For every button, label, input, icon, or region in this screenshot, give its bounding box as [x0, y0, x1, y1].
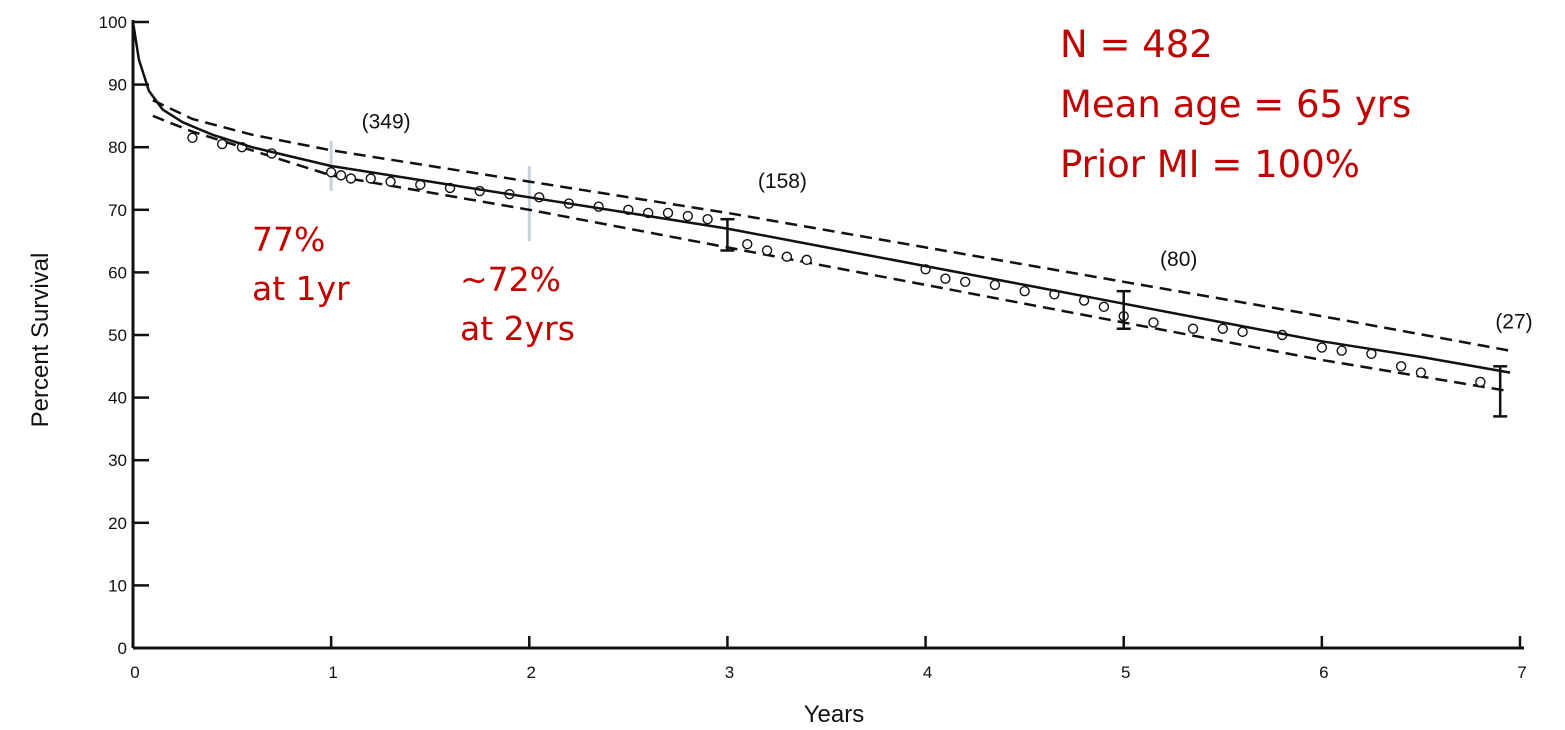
y-tick-label: 30: [108, 451, 127, 470]
x-tick-label: 6: [1319, 663, 1328, 682]
observed-point: [1237, 326, 1248, 338]
error-bar: [720, 217, 735, 252]
observed-point: [1148, 317, 1159, 328]
x-axis-title: Years: [804, 701, 865, 728]
observed-point: [1475, 376, 1486, 388]
observed-point: [345, 173, 357, 184]
observed-point: [335, 170, 347, 181]
y-tick-label: 50: [108, 326, 127, 345]
stats-line-n: N = 482: [1060, 23, 1213, 66]
observed-point: [325, 167, 337, 178]
observed-point: [682, 210, 693, 222]
observed-point: [1415, 367, 1427, 378]
observed-point: [1019, 285, 1030, 297]
observed-point: [761, 245, 773, 256]
annotation-1yr-time: at 1yr: [252, 269, 350, 308]
y-tick-label: 20: [108, 514, 127, 533]
x-tick-label: 5: [1121, 663, 1130, 682]
axes: 0 10 20 30 40 50 60 70 80 90 100 0 1 2 3 4 5 6 7: [99, 13, 1527, 682]
observed-point: [187, 132, 198, 144]
error-bar: [1116, 289, 1131, 330]
survival-curve: [131, 21, 1511, 374]
observed-point: [781, 251, 793, 262]
x-tick-label: 3: [725, 663, 734, 682]
annotation-1yr-value: 77%: [252, 220, 325, 259]
x-tick-label: 7: [1517, 663, 1526, 682]
y-tick-label: 10: [108, 576, 127, 595]
error-bars: [720, 217, 1508, 418]
x-tick-label: 0: [130, 663, 139, 682]
error-bar: [1493, 365, 1508, 418]
stats-block: N = 482 Mean age = 65 yrs Prior MI = 100…: [1060, 23, 1411, 186]
observed-point: [940, 273, 951, 284]
annotation-1yr: 77% at 1yr: [252, 220, 350, 308]
annotation-2yr: ~72% at 2yrs: [460, 260, 575, 348]
observed-point: [960, 276, 971, 287]
x-tick-label: 4: [923, 663, 932, 682]
y-tick-label: 0: [118, 639, 127, 658]
observed-point: [1336, 345, 1347, 356]
confidence-band-lines: [152, 99, 1511, 393]
observed-point: [801, 254, 812, 266]
observed-point: [1395, 361, 1407, 372]
observed-point: [702, 213, 713, 225]
y-tick-label: 70: [108, 201, 127, 220]
observed-point: [385, 176, 396, 187]
annotation-2yr-time: at 2yrs: [460, 309, 575, 348]
at-risk-label: (158): [758, 170, 807, 193]
observed-point: [1098, 301, 1110, 313]
x-tick-label: 1: [328, 663, 337, 682]
x-tick-label: 2: [527, 663, 536, 682]
chart-labels: (349) (158) (80) (27): [362, 110, 1533, 333]
observed-point: [1187, 323, 1199, 334]
y-tick-label: 90: [108, 76, 127, 95]
upper-confidence-line: [152, 99, 1511, 352]
observed-point: [365, 173, 376, 184]
y-tick-label: 60: [108, 263, 127, 282]
at-risk-label: (349): [362, 110, 411, 133]
y-tick-label: 40: [108, 389, 127, 408]
stats-line-mean-age: Mean age = 65 yrs: [1060, 83, 1411, 126]
y-axis-title: Percent Survival: [27, 253, 54, 428]
at-risk-label: (27): [1495, 311, 1532, 334]
annotation-2yr-value: ~72%: [460, 260, 561, 299]
observed-point: [662, 207, 674, 219]
stats-line-prior-mi: Prior MI = 100%: [1060, 143, 1360, 186]
y-tick-label: 80: [108, 138, 127, 157]
observed-point: [216, 138, 228, 150]
y-tick-label: 100: [99, 13, 127, 32]
at-risk-label: (80): [1160, 248, 1197, 271]
observed-point: [742, 239, 753, 250]
observed-point: [1217, 323, 1228, 334]
observed-point: [989, 279, 1001, 291]
observed-point: [1316, 342, 1328, 353]
survival-curve-group: [131, 21, 1511, 374]
